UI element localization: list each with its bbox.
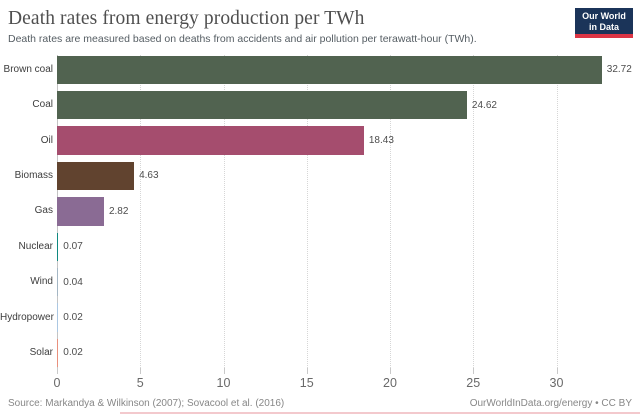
tickmark-x-10: [223, 368, 225, 374]
category-label-wind: Wind: [30, 276, 53, 288]
attribution-link[interactable]: OurWorldInData.org/energy • CC BY: [469, 398, 632, 409]
gridline-x-30: [556, 55, 558, 368]
tick-label-x-10: 10: [216, 376, 231, 390]
value-label-coal: 24.62: [471, 99, 497, 111]
chart-title: Death rates from energy production per T…: [8, 8, 365, 29]
value-label-biomass: 4.63: [139, 170, 159, 182]
tick-label-x-15: 15: [299, 376, 314, 390]
bar-gas[interactable]: [57, 197, 104, 226]
value-label-wind: 0.04: [63, 276, 83, 288]
value-label-brown-coal: 32.72: [606, 64, 632, 76]
owid-logo-line2: in Data: [588, 22, 619, 33]
value-label-hydropower: 0.02: [63, 312, 83, 324]
gridline-x-25: [473, 55, 475, 368]
tickmark-x-0: [57, 368, 58, 374]
tickmark-x-30: [556, 368, 558, 374]
bar-biomass[interactable]: [57, 161, 135, 191]
owid-logo[interactable]: Our World in Data: [575, 8, 633, 38]
category-label-solar: Solar: [29, 346, 53, 358]
category-label-gas: Gas: [34, 205, 53, 217]
tick-label-x-0: 0: [53, 376, 61, 390]
gridline-x-20: [390, 55, 391, 368]
bar-coal[interactable]: [57, 90, 467, 120]
bar-solar[interactable]: [57, 338, 59, 368]
category-label-brown-coal: Brown coal: [3, 63, 53, 75]
category-label-oil: Oil: [40, 134, 53, 146]
tickmark-x-25: [473, 368, 475, 374]
tickmark-x-15: [306, 368, 308, 374]
value-label-oil: 18.43: [368, 135, 394, 147]
tick-label-x-30: 30: [549, 376, 564, 390]
bar-oil[interactable]: [57, 126, 364, 155]
value-label-gas: 2.82: [108, 205, 129, 217]
tick-label-x-5: 5: [136, 376, 144, 390]
source-citation: Source: Markandya & Wilkinson (2007); So…: [8, 398, 285, 409]
category-label-hydropower: Hydropower: [0, 311, 54, 323]
bottom-border-artifact: [120, 412, 640, 414]
value-label-nuclear: 0.07: [63, 241, 83, 253]
tickmark-x-20: [390, 368, 391, 374]
chart-subtitle: Death rates are measured based on deaths…: [8, 33, 477, 45]
tick-label-x-20: 20: [383, 376, 397, 390]
gridline-x-5: [140, 55, 142, 368]
category-label-biomass: Biomass: [14, 169, 53, 181]
gridline-x-15: [306, 55, 308, 368]
tickmark-x-5: [140, 368, 142, 374]
bar-hydropower[interactable]: [57, 303, 59, 332]
category-label-coal: Coal: [32, 99, 53, 111]
gridline-x-10: [223, 55, 225, 368]
value-label-solar: 0.02: [63, 347, 83, 359]
bar-nuclear[interactable]: [57, 232, 59, 261]
owid-logo-line1: Our World: [582, 10, 626, 21]
bar-wind[interactable]: [57, 267, 59, 297]
category-label-nuclear: Nuclear: [18, 240, 53, 252]
bar-brown-coal[interactable]: [57, 55, 602, 84]
tick-label-x-25: 25: [466, 376, 481, 390]
